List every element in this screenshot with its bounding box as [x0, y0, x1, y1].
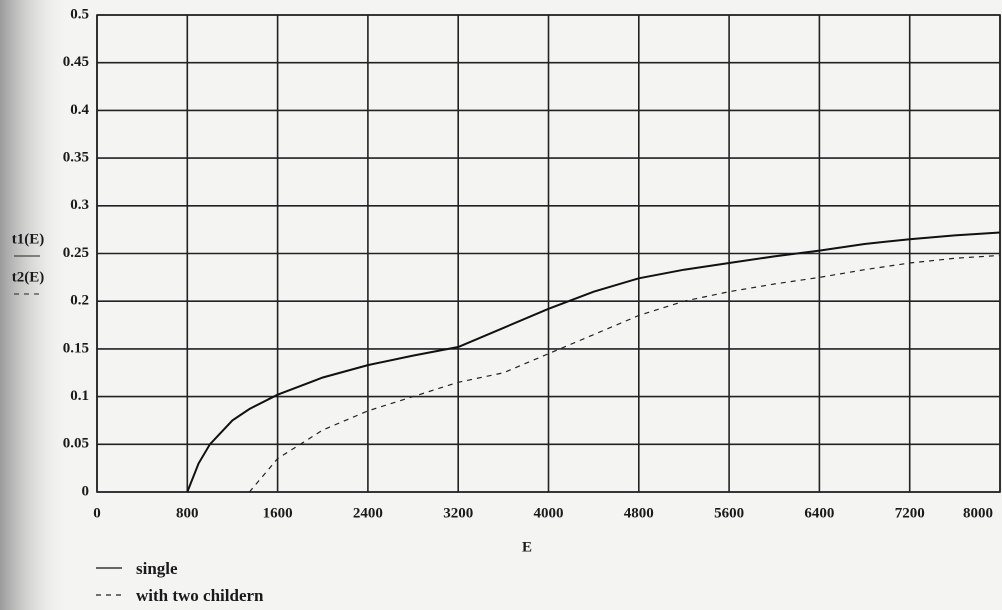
y-tick-label: 0.5 [70, 6, 89, 22]
y-tick-label: 0.1 [70, 388, 89, 404]
x-tick-label: 2400 [353, 505, 383, 521]
x-tick-label: 6400 [804, 505, 834, 521]
series-line [248, 254, 1001, 493]
x-tick-label: 800 [176, 505, 199, 521]
y-axis-label: t1(E) [12, 231, 45, 247]
scan-shade [0, 0, 70, 610]
y-tick-label: 0.25 [63, 245, 89, 261]
x-tick-label: 1600 [263, 505, 293, 521]
y-tick-label: 0.15 [63, 340, 89, 356]
plot-frame [96, 14, 1001, 493]
x-tick-label: 4800 [624, 505, 654, 521]
y-tick-label: 0.35 [63, 150, 89, 166]
y-tick-label: 0.45 [63, 54, 89, 70]
y-tick-label: 0.2 [70, 293, 89, 309]
x-tick-label: 3200 [443, 505, 473, 521]
x-axis-label: E [522, 539, 532, 555]
x-tick-label: 5600 [714, 505, 744, 521]
y-tick-label: 0 [82, 483, 90, 499]
y-axis-label: t2(E) [12, 269, 45, 285]
x-tick-label: 7200 [895, 505, 925, 521]
y-tick-label: 0.05 [63, 436, 89, 452]
legend-label: single [136, 559, 178, 578]
series-line [186, 231, 1001, 493]
legend-label: with two childern [136, 586, 264, 605]
x-tick-label: 4000 [534, 505, 564, 521]
y-tick-label: 0.3 [70, 197, 89, 213]
x-tick-label: 8000 [963, 505, 993, 521]
y-tick-label: 0.4 [70, 102, 89, 118]
x-tick-label: 0 [93, 505, 101, 521]
